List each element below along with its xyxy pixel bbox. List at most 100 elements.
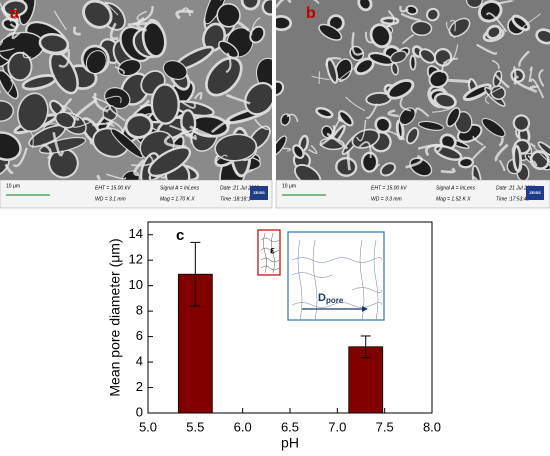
sem-strand xyxy=(528,66,533,82)
sem-strand xyxy=(4,163,14,175)
sem-pore xyxy=(537,141,550,158)
sem-strand xyxy=(72,119,91,128)
y-axis-label: Mean pore diameter (μm) xyxy=(107,238,123,396)
sem-strand xyxy=(313,0,320,5)
sem-strand xyxy=(405,154,423,169)
sem-strand xyxy=(0,90,2,93)
sem-strand xyxy=(358,141,372,159)
y-tick-label: 2 xyxy=(136,379,143,394)
sem-strand xyxy=(96,174,101,180)
logo-text: ZEISS xyxy=(253,190,265,195)
sem-pore xyxy=(428,69,449,89)
sem-strand xyxy=(180,100,196,109)
sem-strand xyxy=(311,75,330,81)
x-tick-label: 5.5 xyxy=(186,419,204,434)
sem-pore xyxy=(490,85,506,101)
sem-strand xyxy=(338,64,359,82)
y-tick-label: 6 xyxy=(136,328,143,343)
logo-box xyxy=(526,186,544,200)
sem-pore xyxy=(54,111,76,129)
panel-label: a xyxy=(10,5,19,22)
sem-texture xyxy=(0,0,272,180)
info-text: Date :21 Jul 2022 xyxy=(496,185,535,191)
sem-pore xyxy=(276,135,287,156)
inset-network xyxy=(260,232,280,274)
sem-pore xyxy=(205,56,243,97)
sem-pore xyxy=(512,114,531,132)
x-axis-label: pH xyxy=(281,435,299,451)
sem-pore xyxy=(318,23,343,41)
sem-strand xyxy=(127,21,148,27)
sem-strand xyxy=(181,125,198,140)
sem-pore xyxy=(218,40,240,59)
info-bar xyxy=(0,179,273,209)
sem-pore xyxy=(418,120,445,131)
sem-strand xyxy=(440,167,456,174)
sem-strand xyxy=(93,92,109,113)
sem-strand xyxy=(74,98,98,121)
sem-strand xyxy=(254,118,270,131)
y-tick-label: 4 xyxy=(136,354,143,369)
sem-pore xyxy=(398,107,416,126)
sem-strand xyxy=(476,43,498,55)
panel-label: c xyxy=(176,227,184,244)
info-text: WD = 3.1 mm xyxy=(95,196,126,202)
sem-pore xyxy=(446,107,461,128)
sem-strand xyxy=(28,129,34,149)
inset-label: pore xyxy=(326,296,344,305)
sem-pore xyxy=(477,0,503,23)
info-text: Mag = 1.52 K X xyxy=(436,196,471,202)
scale-label: 10 μm xyxy=(6,183,20,189)
sem-strand xyxy=(386,130,406,141)
sem-pore xyxy=(244,81,272,116)
sem-strand xyxy=(529,84,539,89)
sem-strand xyxy=(498,136,504,147)
sem-strand xyxy=(53,10,67,31)
x-tick-label: 6.5 xyxy=(281,419,299,434)
x-tick-label: 5.0 xyxy=(139,419,157,434)
info-text: WD = 3.3 mm xyxy=(371,196,402,202)
sem-strand xyxy=(132,5,154,26)
sem-strand xyxy=(42,143,53,160)
sem-strand xyxy=(131,154,154,167)
sem-strand xyxy=(136,16,147,32)
sem-pore xyxy=(405,5,419,16)
sem-pore xyxy=(374,116,392,134)
y-tick-label: 10 xyxy=(129,277,143,292)
sem-pore xyxy=(410,20,433,37)
sem-pore xyxy=(409,54,417,71)
sem-strand xyxy=(109,22,119,41)
sem-strand xyxy=(12,147,28,167)
sem-strand xyxy=(414,107,430,118)
sem-strand xyxy=(351,32,365,56)
y-tick-label: 12 xyxy=(129,252,143,267)
sem-pore xyxy=(276,80,285,97)
sem-strand xyxy=(104,1,119,16)
sem-strand xyxy=(189,125,212,137)
sem-strand xyxy=(91,96,111,111)
sem-strand xyxy=(387,109,399,118)
sem-strand xyxy=(472,145,487,161)
sem-pore xyxy=(38,32,70,55)
info-text: Date :21 Jul 2022 xyxy=(220,185,259,191)
sem-pore xyxy=(335,157,358,177)
sem-strand xyxy=(282,147,292,152)
info-text: Time :17:53:48 xyxy=(496,196,530,202)
chart: ε Dpore xyxy=(257,229,385,321)
sem-pore xyxy=(389,50,408,64)
sem-strand xyxy=(325,57,342,67)
sem-strand xyxy=(448,78,471,84)
sem-pore xyxy=(214,133,258,162)
sem-pore xyxy=(82,0,113,29)
sem-strand xyxy=(326,132,349,150)
sem-strand xyxy=(236,21,250,32)
sem-strand xyxy=(518,50,530,68)
logo-text: ZEISS xyxy=(529,190,541,195)
sem-pore xyxy=(405,127,420,145)
sem-pore xyxy=(462,83,492,102)
sem-pore xyxy=(150,83,180,125)
sem-strand xyxy=(9,8,19,28)
sem-pore xyxy=(162,60,188,80)
info-text: EHT = 15.00 kV xyxy=(95,185,131,191)
sem-pore xyxy=(325,57,339,84)
